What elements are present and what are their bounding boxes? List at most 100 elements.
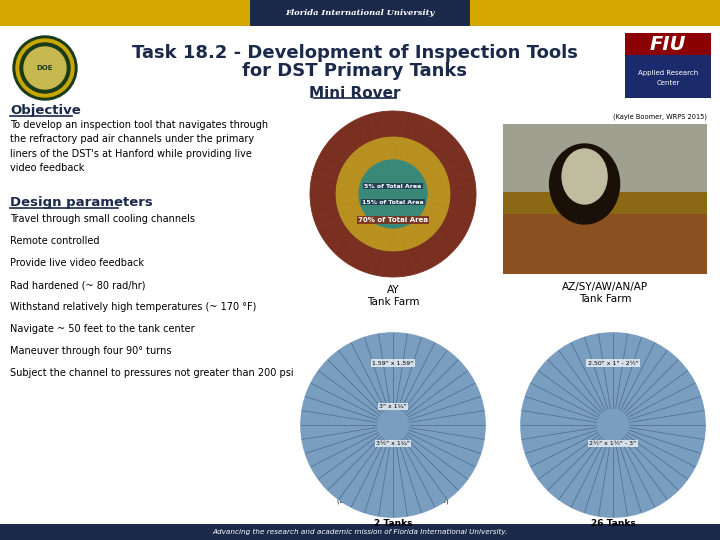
Text: Navigate ~ 50 feet to the tank center: Navigate ~ 50 feet to the tank center: [10, 324, 194, 334]
Wedge shape: [411, 220, 431, 242]
Bar: [625, 33, 711, 55]
Text: To develop an inspection tool that navigates through
the refractory pad air chan: To develop an inspection tool that navig…: [10, 120, 268, 173]
Text: Applied Research: Applied Research: [638, 70, 698, 76]
Wedge shape: [359, 246, 377, 274]
Circle shape: [16, 39, 74, 97]
Text: 1.59" x 1.59": 1.59" x 1.59": [372, 361, 413, 366]
Wedge shape: [407, 142, 424, 165]
Wedge shape: [313, 210, 341, 228]
Text: (Brandon J. Vazquez, WRPS 2015): (Brandon J. Vazquez, WRPS 2015): [337, 497, 449, 504]
Wedge shape: [330, 131, 356, 157]
Wedge shape: [356, 146, 374, 168]
Text: Center: Center: [657, 80, 680, 86]
Wedge shape: [431, 231, 456, 256]
Text: Provide live video feedback: Provide live video feedback: [10, 258, 144, 268]
Wedge shape: [362, 222, 379, 246]
Text: Maneuver through four 90° turns: Maneuver through four 90° turns: [10, 346, 171, 356]
Wedge shape: [350, 216, 371, 237]
Text: 3" x 1¼": 3" x 1¼": [379, 404, 407, 409]
Wedge shape: [336, 178, 361, 189]
Text: FIU: FIU: [649, 35, 686, 53]
Text: Remote controlled: Remote controlled: [10, 236, 99, 246]
Wedge shape: [336, 186, 359, 194]
Text: 2.50" x 1" - 2½": 2.50" x 1" - 2½": [588, 361, 639, 366]
Wedge shape: [311, 202, 338, 218]
Wedge shape: [323, 140, 350, 163]
Wedge shape: [341, 208, 364, 225]
Wedge shape: [385, 137, 393, 160]
Text: 70% of Total Area: 70% of Total Area: [358, 217, 428, 223]
Wedge shape: [445, 210, 472, 228]
Wedge shape: [359, 114, 377, 142]
Wedge shape: [427, 194, 450, 202]
Wedge shape: [409, 114, 428, 142]
Wedge shape: [369, 225, 384, 249]
Wedge shape: [345, 212, 367, 231]
Wedge shape: [338, 170, 362, 185]
Ellipse shape: [562, 149, 607, 204]
Wedge shape: [341, 163, 364, 180]
Wedge shape: [441, 218, 469, 239]
Wedge shape: [419, 212, 441, 231]
Wedge shape: [424, 237, 447, 264]
Text: AZ/SY/AW/AN/AP
Tank Farm: AZ/SY/AW/AN/AP Tank Farm: [562, 282, 648, 303]
Wedge shape: [393, 111, 405, 138]
Text: Withstand relatively high temperatures (~ 170 °F): Withstand relatively high temperatures (…: [10, 302, 256, 312]
Text: 26 Tanks: 26 Tanks: [590, 519, 635, 528]
Text: 5% of Total Area: 5% of Total Area: [364, 184, 422, 188]
Wedge shape: [436, 140, 463, 163]
Text: 2 Tanks: 2 Tanks: [374, 519, 413, 528]
Wedge shape: [448, 202, 475, 218]
Wedge shape: [417, 242, 438, 269]
Wedge shape: [415, 216, 436, 237]
Wedge shape: [362, 142, 379, 165]
Circle shape: [301, 333, 485, 517]
Wedge shape: [449, 182, 476, 194]
Text: Subject the channel to pressures not greater than 200 psi: Subject the channel to pressures not gre…: [10, 368, 294, 378]
Wedge shape: [338, 204, 362, 218]
Wedge shape: [436, 225, 463, 248]
Wedge shape: [381, 111, 393, 138]
Wedge shape: [422, 208, 445, 225]
Wedge shape: [336, 199, 361, 210]
Wedge shape: [401, 249, 416, 276]
Text: DOE: DOE: [37, 65, 53, 71]
Wedge shape: [427, 186, 450, 194]
Circle shape: [13, 36, 77, 100]
Wedge shape: [318, 218, 345, 239]
Text: Florida International University: Florida International University: [285, 9, 435, 17]
Wedge shape: [402, 139, 417, 163]
Wedge shape: [426, 178, 449, 189]
Bar: [503, 124, 707, 192]
Text: AY
Tank Farm: AY Tank Farm: [366, 285, 419, 307]
Text: (Kayle Boomer, WRPS 2015): (Kayle Boomer, WRPS 2015): [613, 113, 707, 120]
Text: Objective: Objective: [10, 104, 81, 117]
Wedge shape: [348, 118, 369, 146]
Wedge shape: [417, 118, 438, 146]
Wedge shape: [401, 112, 416, 139]
Text: (Jason Gunter, WRPS 2015): (Jason Gunter, WRPS 2015): [567, 497, 658, 504]
Wedge shape: [310, 182, 336, 194]
Wedge shape: [356, 220, 374, 242]
Wedge shape: [415, 151, 436, 172]
Circle shape: [24, 47, 66, 89]
Wedge shape: [377, 227, 388, 251]
Wedge shape: [398, 138, 409, 161]
Bar: [0, 524, 720, 540]
Wedge shape: [393, 228, 401, 251]
Bar: [503, 214, 707, 274]
Text: 3½" x 1¼": 3½" x 1¼": [376, 441, 410, 446]
Wedge shape: [424, 124, 447, 151]
Text: for DST Primary Tanks: for DST Primary Tanks: [243, 62, 467, 80]
Circle shape: [521, 333, 705, 517]
Bar: [0, 0, 720, 26]
Wedge shape: [445, 159, 472, 178]
Bar: [250, 0, 470, 26]
Wedge shape: [393, 251, 405, 277]
Bar: [503, 124, 707, 274]
Wedge shape: [441, 149, 469, 170]
Wedge shape: [318, 149, 345, 170]
Wedge shape: [338, 124, 362, 151]
Text: Mini Rover: Mini Rover: [310, 86, 401, 101]
Wedge shape: [323, 225, 350, 248]
